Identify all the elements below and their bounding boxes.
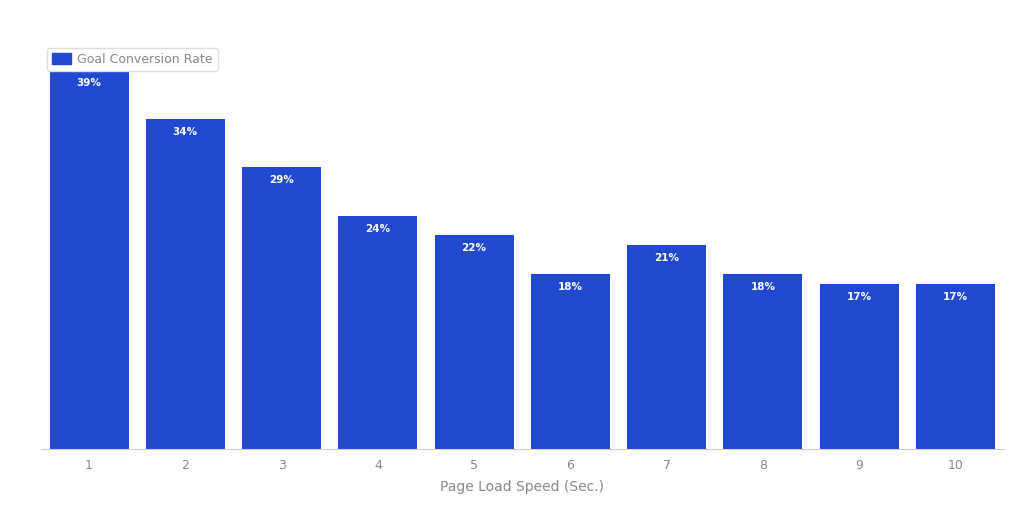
- Bar: [145, 119, 225, 449]
- Text: 24%: 24%: [366, 224, 390, 234]
- Bar: [338, 216, 418, 449]
- Text: 17%: 17%: [943, 292, 968, 302]
- Bar: [242, 168, 322, 449]
- Text: 29%: 29%: [269, 175, 294, 185]
- Bar: [819, 284, 899, 449]
- Text: 18%: 18%: [558, 282, 583, 292]
- Text: 39%: 39%: [77, 78, 101, 88]
- Bar: [723, 274, 803, 449]
- Bar: [915, 284, 995, 449]
- Bar: [49, 70, 129, 449]
- Text: 34%: 34%: [173, 127, 198, 137]
- Legend: Goal Conversion Rate: Goal Conversion Rate: [47, 47, 218, 71]
- Text: 22%: 22%: [462, 243, 486, 253]
- Text: 18%: 18%: [751, 282, 775, 292]
- Bar: [627, 245, 707, 449]
- X-axis label: Page Load Speed (Sec.): Page Load Speed (Sec.): [440, 480, 604, 494]
- Text: 17%: 17%: [847, 292, 871, 302]
- Bar: [434, 235, 514, 449]
- Bar: [530, 274, 610, 449]
- Text: 21%: 21%: [654, 253, 679, 263]
